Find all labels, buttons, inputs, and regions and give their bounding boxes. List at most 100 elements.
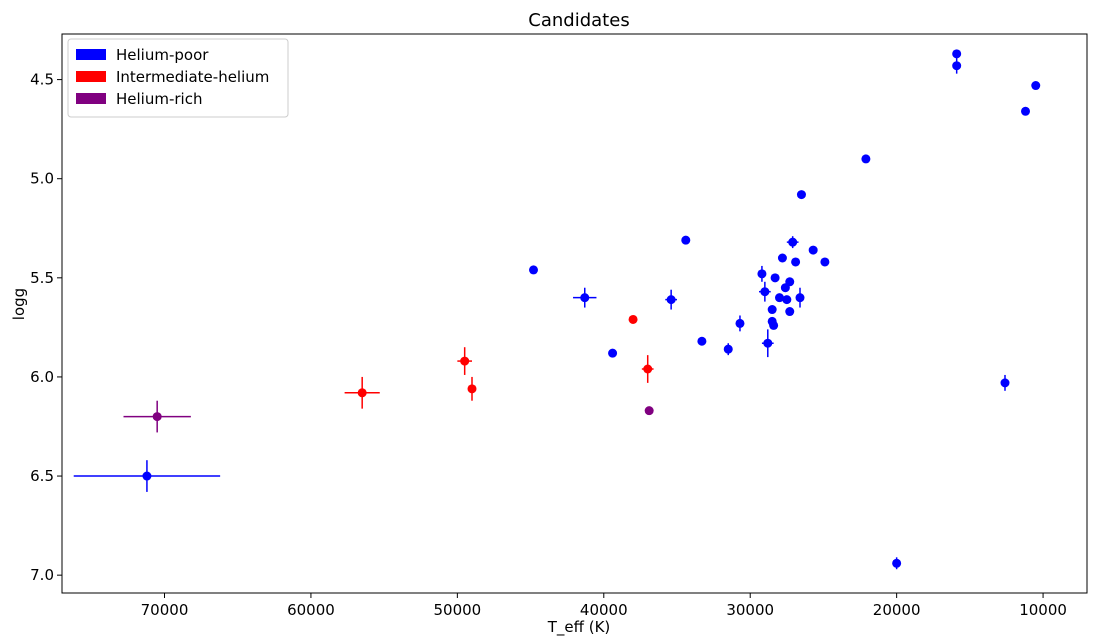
y-axis-label: logg [10, 288, 28, 320]
series-helium-poor [73, 49, 1041, 570]
data-point [73, 460, 221, 492]
data-point [769, 320, 779, 330]
data-point [641, 355, 654, 383]
data-marker [1031, 81, 1041, 91]
data-point [759, 281, 771, 302]
legend-item: Helium-rich [76, 90, 202, 108]
data-marker [763, 338, 773, 348]
data-point [767, 305, 777, 315]
data-point [785, 277, 795, 287]
data-point [775, 293, 784, 303]
legend-label: Intermediate-helium [116, 68, 269, 86]
data-point [697, 336, 707, 346]
data-point [777, 253, 787, 263]
data-point [892, 557, 902, 570]
data-marker [666, 295, 676, 305]
data-marker [357, 388, 367, 398]
data-point [1021, 106, 1030, 116]
data-marker [785, 307, 795, 317]
data-marker [628, 314, 638, 324]
x-tick-label: 50000 [433, 601, 481, 619]
y-tick-label: 6.5 [30, 467, 54, 485]
data-marker [644, 406, 654, 416]
data-point [808, 245, 818, 255]
data-marker [643, 364, 653, 374]
data-point [796, 190, 806, 200]
data-marker [775, 293, 784, 303]
data-point [735, 315, 745, 332]
data-marker [861, 154, 871, 164]
x-axis-label: T_eff (K) [547, 618, 611, 637]
x-tick-label: 70000 [141, 601, 189, 619]
data-marker [767, 305, 777, 315]
data-point [681, 235, 691, 245]
legend: Helium-poor Intermediate-helium Helium-ric… [67, 38, 289, 118]
data-point [786, 236, 799, 249]
data-point [757, 265, 767, 282]
data-marker [788, 237, 798, 247]
data-point [761, 329, 774, 358]
data-point [123, 400, 191, 433]
data-point [785, 307, 795, 317]
data-marker [770, 273, 780, 283]
data-point [1031, 81, 1041, 91]
data-marker [820, 257, 830, 267]
x-tick-label: 30000 [726, 601, 774, 619]
data-marker [142, 471, 152, 481]
data-point [665, 289, 677, 310]
y-tick-label: 6.0 [30, 368, 54, 386]
data-marker [723, 344, 733, 354]
data-marker [757, 269, 767, 279]
data-marker [808, 245, 818, 255]
y-tick-label: 5.0 [30, 170, 54, 188]
data-marker [1021, 106, 1030, 116]
legend-box [67, 38, 289, 118]
legend-label: Helium-rich [116, 90, 202, 108]
data-marks [73, 49, 1041, 570]
data-marker [529, 265, 538, 275]
data-point [628, 314, 638, 324]
data-marker [467, 384, 477, 394]
data-marker [735, 318, 745, 328]
data-point [791, 257, 801, 267]
data-marker [795, 293, 805, 303]
data-marker [1000, 378, 1010, 388]
x-tick-label: 20000 [873, 601, 921, 619]
data-point [529, 265, 538, 275]
x-axis: 70000 60000 50000 40000 30000 20000 10000 [141, 593, 1067, 619]
legend-swatch [76, 71, 106, 82]
data-point [467, 376, 477, 401]
data-marker [769, 320, 779, 330]
data-point [861, 154, 871, 164]
data-marker [460, 356, 470, 366]
data-point [573, 287, 597, 308]
data-marker [952, 49, 962, 59]
series-helium-rich [123, 400, 654, 433]
plot-frame [61, 33, 1088, 594]
data-point [952, 49, 962, 59]
legend-swatch [76, 93, 106, 104]
data-marker [608, 348, 618, 358]
data-point [608, 348, 618, 358]
data-marker [782, 295, 792, 305]
legend-item: Helium-poor [76, 46, 209, 64]
x-tick-label: 10000 [1019, 601, 1067, 619]
data-marker [777, 253, 787, 263]
x-tick-label: 40000 [580, 601, 628, 619]
data-point [1000, 374, 1010, 391]
data-point [344, 376, 380, 409]
data-marker [152, 412, 162, 422]
legend-item: Intermediate-helium [76, 68, 269, 86]
y-axis: 4.5 5.0 5.5 6.0 6.5 7.0 [30, 71, 62, 584]
data-marker [791, 257, 801, 267]
legend-swatch [76, 49, 106, 60]
legend-label: Helium-poor [116, 46, 209, 64]
x-tick-label: 60000 [287, 601, 335, 619]
data-marker [580, 293, 590, 303]
data-point [820, 257, 830, 267]
data-point [644, 406, 654, 416]
y-tick-label: 4.5 [30, 71, 54, 89]
data-marker [681, 235, 691, 245]
data-marker [892, 558, 902, 568]
